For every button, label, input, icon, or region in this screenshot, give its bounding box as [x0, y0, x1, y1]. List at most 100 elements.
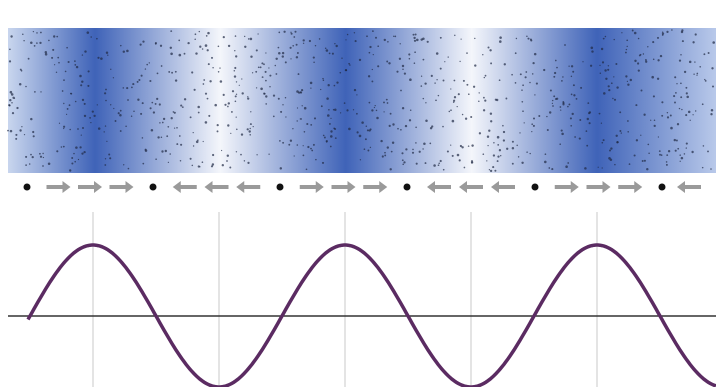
particle: [466, 52, 468, 54]
particle: [106, 141, 107, 142]
particle: [400, 90, 402, 92]
particle: [205, 93, 207, 95]
particle: [234, 50, 235, 51]
particle: [403, 161, 405, 163]
particle: [571, 76, 572, 77]
particle: [69, 169, 71, 171]
particle: [249, 128, 250, 129]
particle: [694, 61, 695, 62]
particle: [12, 97, 14, 99]
particle: [306, 123, 308, 125]
particle: [190, 116, 192, 118]
particle: [627, 84, 629, 86]
particle: [115, 120, 117, 122]
particle: [227, 154, 229, 156]
particle: [212, 154, 214, 156]
particle: [394, 36, 396, 38]
particle: [390, 168, 392, 170]
particle: [610, 147, 612, 149]
particle: [686, 143, 688, 145]
particle: [16, 107, 18, 109]
particle: [529, 153, 530, 154]
particle: [161, 137, 163, 139]
particle: [505, 98, 507, 100]
particle: [499, 149, 501, 151]
particle: [711, 67, 713, 69]
particle: [279, 140, 281, 142]
particle: [584, 167, 587, 170]
particle: [599, 113, 601, 115]
particle: [30, 154, 32, 156]
particle: [667, 116, 669, 118]
particle: [34, 45, 36, 47]
particle: [282, 142, 284, 144]
particle: [63, 103, 64, 104]
particle: [421, 85, 423, 87]
particle: [638, 69, 640, 71]
particle: [88, 70, 90, 72]
particle: [685, 114, 687, 116]
particle: [377, 45, 379, 47]
particle: [686, 96, 689, 99]
particle: [693, 73, 694, 74]
particle: [654, 125, 656, 127]
particle: [465, 118, 467, 120]
particle: [345, 39, 346, 40]
particle: [217, 130, 219, 132]
particle: [223, 94, 225, 96]
particle: [56, 150, 58, 152]
particle: [126, 87, 128, 89]
particle: [296, 90, 299, 93]
particle: [167, 126, 169, 128]
particle: [179, 54, 182, 57]
particle: [409, 119, 411, 121]
particle: [598, 167, 599, 168]
particle: [25, 156, 27, 158]
particle: [180, 144, 182, 146]
particle: [648, 153, 650, 155]
particle: [202, 161, 204, 163]
particle: [80, 84, 82, 86]
particle: [388, 62, 390, 64]
particle: [33, 31, 34, 32]
particle: [414, 51, 416, 53]
particle: [413, 34, 415, 36]
particle: [155, 42, 157, 44]
particle: [290, 32, 291, 33]
particle: [670, 115, 672, 117]
particle: [382, 155, 384, 157]
particle: [51, 57, 53, 59]
particle: [387, 102, 389, 104]
particle: [553, 95, 555, 97]
particle: [137, 99, 139, 101]
particle: [264, 93, 266, 95]
particle: [220, 80, 223, 83]
particle: [422, 148, 423, 149]
particle: [506, 148, 508, 150]
particle: [199, 166, 200, 167]
particle: [83, 151, 85, 153]
particle: [359, 59, 361, 61]
particle: [236, 81, 237, 82]
particle: [613, 76, 614, 77]
particle: [275, 65, 277, 67]
particle: [45, 53, 48, 56]
particle: [415, 142, 417, 144]
particle: [534, 53, 537, 56]
particle: [629, 163, 631, 165]
particle: [384, 152, 386, 154]
particle: [442, 126, 444, 128]
grid: [93, 212, 597, 387]
particle: [493, 154, 495, 156]
particle: [171, 72, 173, 74]
particle: [24, 134, 25, 135]
particle: [302, 105, 303, 106]
particle: [265, 95, 267, 97]
particle: [419, 151, 421, 153]
particle: [696, 73, 698, 75]
particle: [670, 127, 673, 130]
particle: [479, 132, 481, 134]
particle: [61, 146, 63, 148]
particle: [386, 99, 388, 101]
particle: [615, 63, 617, 65]
